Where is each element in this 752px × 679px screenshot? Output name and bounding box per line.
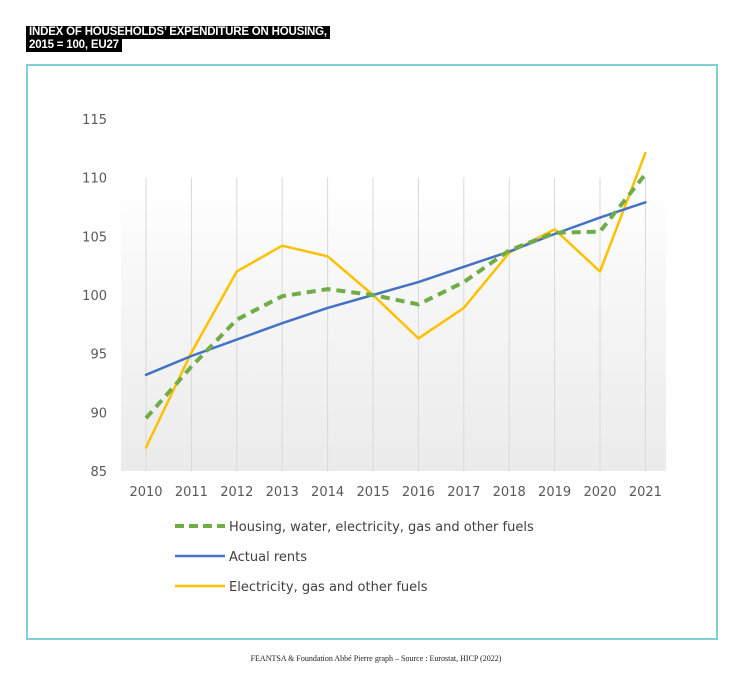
legend-label-1: Actual rents xyxy=(229,550,307,565)
source-footer: FEANTSA & Foundation Abbé Pierre graph –… xyxy=(250,654,502,663)
x-tick-2020: 2020 xyxy=(583,485,616,500)
x-tick-2012: 2012 xyxy=(220,485,253,500)
x-tick-2014: 2014 xyxy=(311,485,344,500)
x-tick-2011: 2011 xyxy=(175,485,208,500)
series-line-2 xyxy=(144,151,647,449)
x-tick-2017: 2017 xyxy=(447,485,480,500)
legend-label-0: Housing, water, electricity, gas and oth… xyxy=(229,520,534,535)
x-tick-2021: 2021 xyxy=(629,485,662,500)
y-tick-90: 90 xyxy=(90,406,107,421)
chart-frame: 85 90 95 100 105 110 115 2010 2011 2012 2013 2014 20… xyxy=(26,64,718,640)
y-tick-110: 110 xyxy=(82,172,107,187)
y-tick-105: 105 xyxy=(82,230,107,245)
chart-title: INDEX OF HOUSEHOLDS’ EXPENDITURE ON HOUS… xyxy=(26,26,330,52)
x-tick-2018: 2018 xyxy=(493,485,526,500)
x-tick-2013: 2013 xyxy=(266,485,299,500)
x-tick-2016: 2016 xyxy=(402,485,435,500)
title-line-2: 2015 = 100, EU27 xyxy=(26,39,122,52)
y-tick-95: 95 xyxy=(90,348,107,363)
title-line-1: INDEX OF HOUSEHOLDS’ EXPENDITURE ON HOUS… xyxy=(26,26,330,39)
x-tick-2010: 2010 xyxy=(129,485,162,500)
y-tick-115: 115 xyxy=(82,113,107,128)
x-tick-2019: 2019 xyxy=(538,485,571,500)
legend-label-2: Electricity, gas and other fuels xyxy=(229,580,428,595)
y-tick-85: 85 xyxy=(90,465,107,480)
y-tick-100: 100 xyxy=(82,289,107,304)
line-chart: 85 90 95 100 105 110 115 2010 2011 2012 2013 2014 20… xyxy=(82,113,666,595)
series-line-0 xyxy=(144,172,647,420)
x-tick-2015: 2015 xyxy=(356,485,389,500)
plot-background xyxy=(121,183,666,471)
